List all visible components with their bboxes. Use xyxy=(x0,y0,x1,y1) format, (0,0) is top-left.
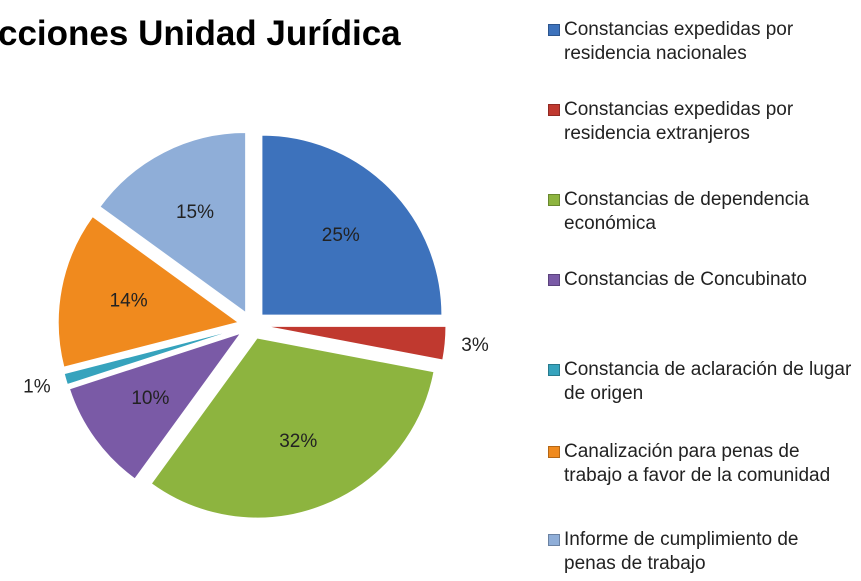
data-label: 15% xyxy=(176,202,214,223)
data-label: 1% xyxy=(23,377,51,398)
legend-item: Constancias de dependencia económica xyxy=(548,188,853,236)
legend-swatch xyxy=(548,24,560,36)
legend-item: Canalización para penas de trabajo a fav… xyxy=(548,440,853,488)
pie-slice xyxy=(150,337,435,519)
legend-item: Informe de cumplimiento de penas de trab… xyxy=(548,528,853,576)
pie-slice xyxy=(265,325,447,361)
pie-slice xyxy=(99,132,247,314)
legend-label: Constancia de aclaración de lugar de ori… xyxy=(564,359,852,404)
legend-swatch xyxy=(548,104,560,116)
legend-swatch xyxy=(548,194,560,206)
legend-label: Constancias de Concubinato xyxy=(564,269,807,290)
pie-slice xyxy=(261,134,443,316)
pie-slice xyxy=(57,215,240,368)
legend-item: Constancias expedidas por residencia nac… xyxy=(548,18,853,66)
legend-swatch xyxy=(548,274,560,286)
data-label: 3% xyxy=(461,335,489,356)
legend-swatch xyxy=(548,446,560,458)
data-label: 14% xyxy=(110,290,148,311)
legend-item: Constancia de aclaración de lugar de ori… xyxy=(548,358,853,406)
legend-label: Canalización para penas de trabajo a fav… xyxy=(564,441,831,486)
legend-item: Constancias expedidas por residencia ext… xyxy=(548,98,853,146)
pie-slice xyxy=(63,328,239,386)
legend-item: Constancias de Concubinato xyxy=(548,268,853,292)
legend-swatch xyxy=(548,534,560,546)
chart-title: cciones Unidad Jurídica xyxy=(0,14,401,53)
legend-label: Constancias de dependencia económica xyxy=(564,189,810,234)
legend-swatch xyxy=(548,364,560,376)
pie-slice xyxy=(68,332,242,480)
legend-label: Constancias expedidas por residencia ext… xyxy=(564,99,794,144)
data-label: 32% xyxy=(279,431,317,452)
data-label: 10% xyxy=(131,388,169,409)
data-label: 25% xyxy=(322,225,360,246)
legend-label: Informe de cumplimiento de penas de trab… xyxy=(564,529,799,574)
legend-label: Constancias expedidas por residencia nac… xyxy=(564,19,794,64)
